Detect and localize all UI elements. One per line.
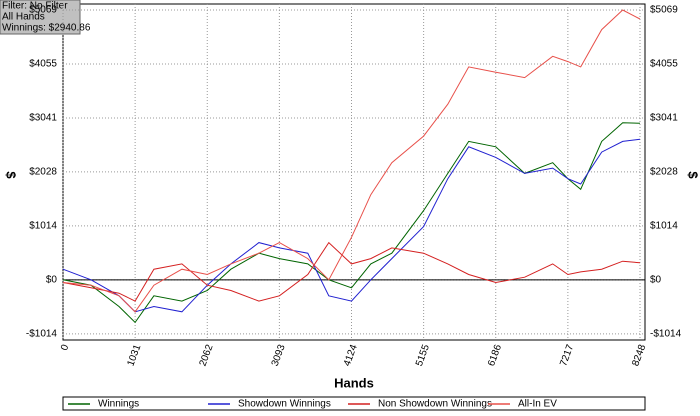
y2-tick-label: $2028 (650, 167, 678, 178)
series-line (62, 122, 641, 324)
x-tick-label: 6186 (486, 343, 504, 368)
x-tick-label: 4124 (342, 343, 360, 368)
y-tick-label: $5069 (29, 5, 57, 16)
x-tick-label: 0 (59, 343, 71, 352)
series-line (62, 138, 641, 313)
y-tick-label: $2028 (29, 167, 57, 178)
y-tick-label: $4055 (29, 59, 57, 70)
x-tick-label: 8248 (630, 343, 648, 368)
info-text: Winnings: $2940.86 (2, 23, 91, 34)
x-axis-title: Hands (334, 375, 374, 390)
y-axis-title: $ (4, 171, 19, 179)
y-tick-label: $3041 (29, 113, 57, 124)
series-line (62, 9, 641, 313)
y2-tick-label: $0 (650, 274, 662, 285)
info-text: All Hands (2, 12, 45, 23)
legend-label: Winnings (98, 399, 139, 410)
y-tick-label: -$1014 (26, 328, 58, 339)
legend-label: All-In EV (518, 399, 557, 410)
info-box (0, 0, 81, 35)
x-tick-label: 3093 (270, 343, 288, 368)
x-tick-label: 7217 (558, 343, 576, 368)
y2-tick-label: $4055 (650, 59, 678, 70)
x-tick-label: 5155 (414, 343, 432, 368)
y-tick-label: $1014 (29, 221, 57, 232)
legend-label: Non Showdown Winnings (378, 399, 492, 410)
y2-tick-label: -$1014 (650, 328, 682, 339)
y2-tick-label: $5069 (650, 5, 678, 16)
y2-axis-title: $ (686, 171, 700, 179)
y-tick-label: $0 (46, 274, 58, 285)
series-line (62, 241, 641, 302)
x-tick-label: 2062 (198, 343, 216, 368)
info-text: Filter: No Filter (2, 1, 68, 12)
x-tick-label: 1031 (125, 343, 143, 368)
legend-label: Showdown Winnings (238, 399, 331, 410)
y2-tick-label: $1014 (650, 221, 678, 232)
y2-tick-label: $3041 (650, 113, 678, 124)
